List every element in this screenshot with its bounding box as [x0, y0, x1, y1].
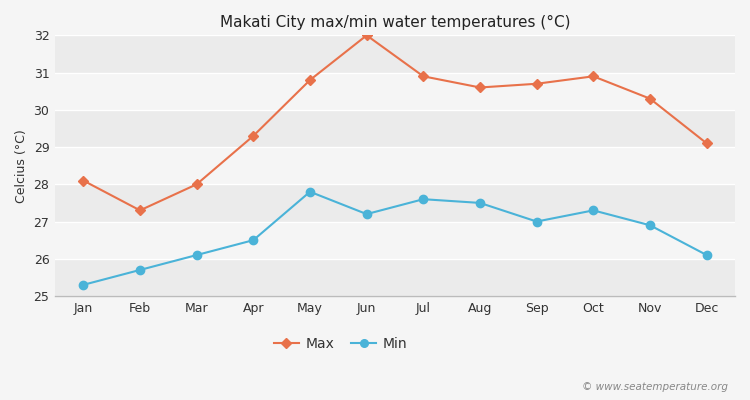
- Min: [305, 189, 314, 194]
- Bar: [55, 184, 735, 222]
- Min: [589, 208, 598, 213]
- Min: [192, 253, 201, 258]
- Max: [589, 74, 598, 79]
- Min: [702, 253, 711, 258]
- Bar: [55, 110, 735, 147]
- Bar: [55, 35, 735, 72]
- Max: [702, 141, 711, 146]
- Min: [249, 238, 258, 242]
- Min: [136, 268, 145, 272]
- Min: [646, 223, 655, 228]
- Bar: [55, 259, 735, 296]
- Max: [419, 74, 428, 79]
- Legend: Max, Min: Max, Min: [274, 337, 407, 351]
- Max: [476, 85, 484, 90]
- Y-axis label: Celcius (°C): Celcius (°C): [15, 129, 28, 202]
- Bar: [55, 222, 735, 259]
- Min: [419, 197, 428, 202]
- Max: [362, 33, 371, 38]
- Max: [532, 81, 542, 86]
- Max: [79, 178, 88, 183]
- Max: [249, 134, 258, 138]
- Min: [532, 219, 542, 224]
- Min: [79, 282, 88, 287]
- Max: [305, 78, 314, 82]
- Bar: [55, 147, 735, 184]
- Bar: [55, 72, 735, 110]
- Text: © www.seatemperature.org: © www.seatemperature.org: [581, 382, 728, 392]
- Title: Makati City max/min water temperatures (°C): Makati City max/min water temperatures (…: [220, 15, 570, 30]
- Max: [646, 96, 655, 101]
- Min: [476, 200, 484, 205]
- Max: [136, 208, 145, 213]
- Line: Max: Max: [80, 32, 710, 214]
- Line: Min: Min: [80, 188, 711, 289]
- Min: [362, 212, 371, 216]
- Max: [192, 182, 201, 187]
